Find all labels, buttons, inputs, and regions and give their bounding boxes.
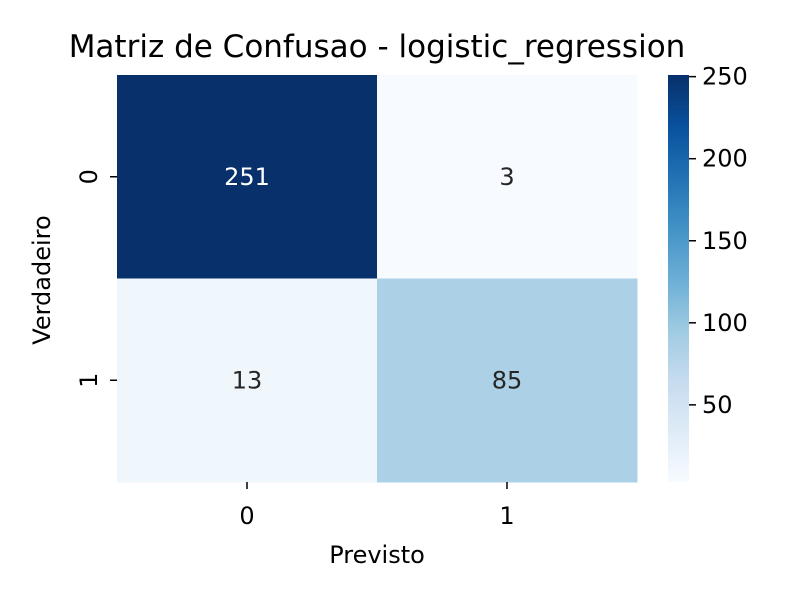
heatmap-cell: [377, 278, 638, 483]
y-axis-label: Verdadeiro: [28, 215, 56, 344]
colorbar-ticks: 50 100 150 200 250: [689, 63, 748, 419]
y-tick-label: 1: [75, 373, 103, 388]
colorbar-tick-label: 200: [702, 145, 748, 173]
colorbar-tick-label: 50: [702, 391, 733, 419]
colorbar: [668, 75, 689, 482]
colorbar-tick-label: 150: [702, 227, 748, 255]
y-tick-label: 0: [75, 169, 103, 184]
heatmap-cell: [117, 278, 378, 483]
colorbar-tick-label: 250: [702, 63, 748, 91]
cell-value-label: 251: [224, 163, 270, 191]
heatmap-cell-labels: 251 3 13 85: [224, 163, 522, 395]
heatmap-cell: [117, 75, 378, 279]
heatmap-cell: [377, 75, 638, 279]
chart-title: Matriz de Confusao - logistic_regression: [69, 29, 686, 65]
x-tick-label: 1: [499, 502, 514, 530]
cell-value-label: 85: [492, 366, 523, 394]
colorbar-tick-label: 100: [702, 309, 748, 337]
x-axis-label: Previsto: [329, 541, 425, 569]
x-tick-label: 0: [239, 502, 254, 530]
cell-value-label: 13: [232, 366, 263, 394]
y-axis: 01: [75, 169, 117, 388]
heatmap-cells: [117, 75, 638, 483]
cell-value-label: 3: [499, 163, 514, 191]
